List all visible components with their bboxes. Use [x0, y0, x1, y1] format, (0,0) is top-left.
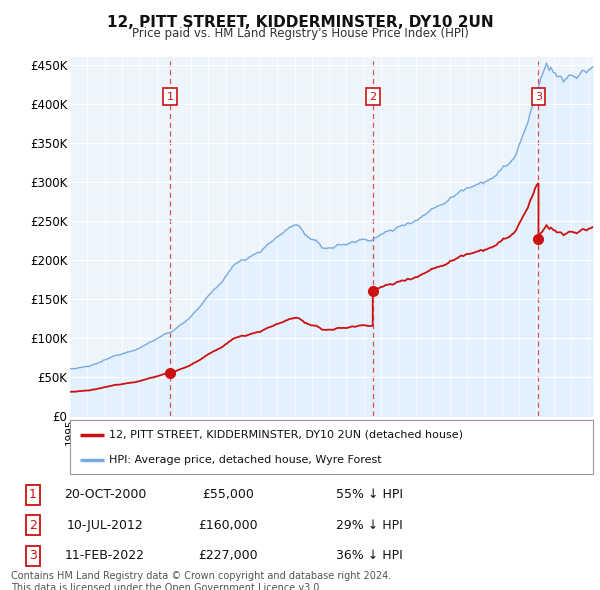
- Text: 10-JUL-2012: 10-JUL-2012: [67, 519, 143, 532]
- Text: £160,000: £160,000: [198, 519, 258, 532]
- Text: £55,000: £55,000: [202, 489, 254, 502]
- Text: HPI: Average price, detached house, Wyre Forest: HPI: Average price, detached house, Wyre…: [109, 455, 382, 465]
- Text: 12, PITT STREET, KIDDERMINSTER, DY10 2UN: 12, PITT STREET, KIDDERMINSTER, DY10 2UN: [107, 15, 493, 30]
- Text: 2: 2: [29, 519, 37, 532]
- Text: 29% ↓ HPI: 29% ↓ HPI: [336, 519, 403, 532]
- Text: 55% ↓ HPI: 55% ↓ HPI: [336, 489, 403, 502]
- Text: Price paid vs. HM Land Registry's House Price Index (HPI): Price paid vs. HM Land Registry's House …: [131, 27, 469, 40]
- Text: 2: 2: [369, 91, 376, 101]
- Text: 36% ↓ HPI: 36% ↓ HPI: [336, 549, 403, 562]
- Text: 3: 3: [29, 549, 37, 562]
- Text: 11-FEB-2022: 11-FEB-2022: [65, 549, 145, 562]
- Text: 1: 1: [29, 489, 37, 502]
- Text: 20-OCT-2000: 20-OCT-2000: [64, 489, 146, 502]
- Text: Contains HM Land Registry data © Crown copyright and database right 2024.
This d: Contains HM Land Registry data © Crown c…: [11, 571, 391, 590]
- Text: 1: 1: [167, 91, 173, 101]
- Text: 12, PITT STREET, KIDDERMINSTER, DY10 2UN (detached house): 12, PITT STREET, KIDDERMINSTER, DY10 2UN…: [109, 430, 463, 440]
- Text: 3: 3: [535, 91, 542, 101]
- Text: £227,000: £227,000: [198, 549, 258, 562]
